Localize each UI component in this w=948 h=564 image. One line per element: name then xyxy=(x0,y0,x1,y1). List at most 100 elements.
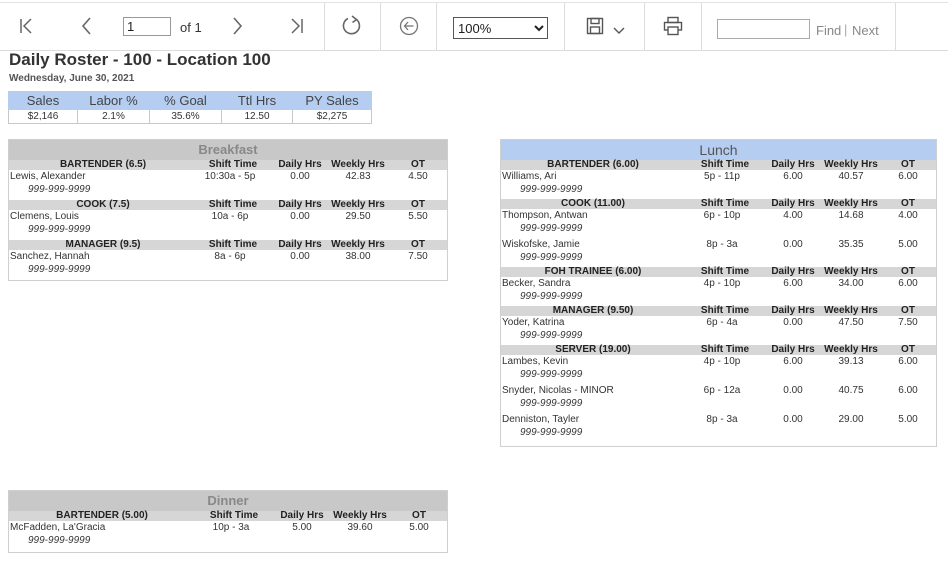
col-daily-hrs: Daily Hrs xyxy=(771,305,815,316)
ot-hrs: 4.50 xyxy=(408,171,428,182)
find-separator: | xyxy=(844,22,848,37)
shift-time: 10p - 3a xyxy=(212,522,250,533)
col-daily-hrs: Daily Hrs xyxy=(280,510,324,521)
col-shift-time: Shift Time xyxy=(700,266,750,277)
group-label: MANAGER (9.5) xyxy=(65,239,141,250)
print-icon[interactable] xyxy=(661,14,685,38)
summary-header-row: Sales Labor % % Goal Ttl Hrs PY Sales xyxy=(8,91,372,110)
page-number-input[interactable] xyxy=(123,17,171,36)
chevron-down-icon[interactable] xyxy=(607,18,631,42)
col-ot: OT xyxy=(411,199,425,210)
col-daily-hrs: Daily Hrs xyxy=(771,344,815,355)
col-shift-time: Shift Time xyxy=(700,159,750,170)
col-ot: OT xyxy=(901,159,915,170)
report-title: Daily Roster - 100 - Location 100 xyxy=(9,50,271,69)
daily-hrs: 4.00 xyxy=(783,210,803,221)
employee-row: Snyder, Nicolas - MINOR 999-999-9999 6p … xyxy=(501,384,936,413)
employee-phone: 999-999-9999 xyxy=(520,184,583,195)
group-label: BARTENDER (5.00) xyxy=(56,510,148,521)
employee-phone: 999-999-9999 xyxy=(28,184,91,195)
report-date: Wednesday, June 30, 2021 xyxy=(9,73,135,84)
group-header: COOK (11.00) Shift Time Daily Hrs Weekly… xyxy=(501,198,936,209)
col-weekly-hrs: Weekly Hrs xyxy=(333,510,387,521)
toolbar-divider xyxy=(895,3,896,50)
daily-hrs: 0.00 xyxy=(290,211,310,222)
daily-hrs: 5.00 xyxy=(292,522,312,533)
summary-header: PY Sales xyxy=(292,91,372,110)
col-weekly-hrs: Weekly Hrs xyxy=(331,199,385,210)
employee-name: Becker, Sandra xyxy=(502,278,571,289)
panel-title: Breakfast xyxy=(9,140,447,160)
ot-hrs: 5.00 xyxy=(898,414,918,425)
daily-hrs: 0.00 xyxy=(783,385,803,396)
col-shift-time: Shift Time xyxy=(700,198,750,209)
save-icon[interactable] xyxy=(583,14,607,38)
shift-time: 4p - 10p xyxy=(703,278,741,289)
employee-row: McFadden, La'Gracia 999-999-9999 10p - 3… xyxy=(9,521,447,551)
summary-value: $2,146 xyxy=(8,109,78,124)
prev-page-icon[interactable] xyxy=(75,14,99,38)
col-ot: OT xyxy=(412,510,426,521)
find-button[interactable]: Find xyxy=(816,23,842,38)
ot-hrs: 6.00 xyxy=(898,171,918,182)
weekly-hrs: 42.83 xyxy=(345,171,371,182)
ot-hrs: 4.00 xyxy=(898,210,918,221)
refresh-icon[interactable] xyxy=(340,14,364,38)
summary-value: $2,275 xyxy=(292,109,372,124)
first-page-icon[interactable] xyxy=(15,14,39,38)
shift-time: 6p - 12a xyxy=(703,385,741,396)
daily-hrs: 6.00 xyxy=(783,171,803,182)
group-header: BARTENDER (5.00) Shift Time Daily Hrs We… xyxy=(9,510,447,521)
weekly-hrs: 39.13 xyxy=(838,356,864,367)
employee-name: McFadden, La'Gracia xyxy=(10,522,106,533)
shift-time: 8p - 3a xyxy=(706,239,738,250)
col-ot: OT xyxy=(901,344,915,355)
weekly-hrs: 29.50 xyxy=(345,211,371,222)
group-header: BARTENDER (6.5) Shift Time Daily Hrs Wee… xyxy=(9,159,447,170)
employee-phone: 999-999-9999 xyxy=(28,224,91,235)
employee-name: Snyder, Nicolas - MINOR xyxy=(502,385,614,396)
back-icon[interactable] xyxy=(397,14,421,38)
employee-phone: 999-999-9999 xyxy=(520,252,583,263)
col-daily-hrs: Daily Hrs xyxy=(771,198,815,209)
col-weekly-hrs: Weekly Hrs xyxy=(824,159,878,170)
ot-hrs: 7.50 xyxy=(898,317,918,328)
summary-table: Sales Labor % % Goal Ttl Hrs PY Sales $2… xyxy=(8,91,372,124)
employee-phone: 999-999-9999 xyxy=(520,369,583,380)
next-page-icon[interactable] xyxy=(225,14,249,38)
weekly-hrs: 47.50 xyxy=(838,317,864,328)
col-shift-time: Shift Time xyxy=(700,305,750,316)
group-label: COOK (7.5) xyxy=(76,199,130,210)
last-page-icon[interactable] xyxy=(284,14,308,38)
group-label: FOH TRAINEE (6.00) xyxy=(544,266,642,277)
employee-row: Wiskofske, Jamie 999-999-9999 8p - 3a 0.… xyxy=(501,238,936,267)
employee-phone: 999-999-9999 xyxy=(520,427,583,438)
employee-name: Thompson, Antwan xyxy=(502,210,588,221)
col-shift-time: Shift Time xyxy=(209,510,259,521)
col-ot: OT xyxy=(901,198,915,209)
employee-name: Denniston, Tayler xyxy=(502,414,580,425)
weekly-hrs: 38.00 xyxy=(345,251,371,262)
employee-phone: 999-999-9999 xyxy=(28,264,91,275)
weekly-hrs: 35.35 xyxy=(838,239,864,250)
summary-header: Ttl Hrs xyxy=(221,91,293,110)
shift-time: 6p - 10p xyxy=(703,210,741,221)
zoom-select[interactable]: 100% xyxy=(453,17,548,39)
summary-value: 2.1% xyxy=(77,109,150,124)
group-header: COOK (7.5) Shift Time Daily Hrs Weekly H… xyxy=(9,199,447,210)
col-shift-time: Shift Time xyxy=(208,199,258,210)
next-button[interactable]: Next xyxy=(852,23,879,38)
group-label: MANAGER (9.50) xyxy=(552,305,634,316)
ot-hrs: 5.00 xyxy=(409,522,429,533)
weekly-hrs: 14.68 xyxy=(838,210,864,221)
weekly-hrs: 40.57 xyxy=(838,171,864,182)
employee-row: Becker, Sandra 999-999-9999 4p - 10p 6.0… xyxy=(501,277,936,306)
col-daily-hrs: Daily Hrs xyxy=(771,159,815,170)
shift-time: 10a - 6p xyxy=(211,211,249,222)
panel-title: Dinner xyxy=(9,491,447,511)
group-header: MANAGER (9.50) Shift Time Daily Hrs Week… xyxy=(501,305,936,316)
shift-time: 8p - 3a xyxy=(706,414,738,425)
panel-title: Lunch xyxy=(501,140,936,160)
col-ot: OT xyxy=(901,266,915,277)
find-input[interactable] xyxy=(717,19,810,39)
